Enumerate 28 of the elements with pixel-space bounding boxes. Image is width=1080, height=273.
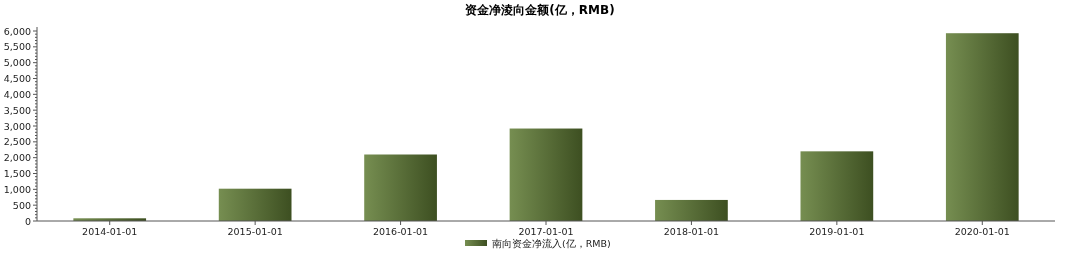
x-tick-label: 2019-01-01 — [809, 226, 865, 237]
legend-label: 南向资金净流入(亿，RMB) — [492, 238, 611, 249]
bar — [509, 128, 583, 221]
y-tick-label: 4,000 — [3, 88, 31, 100]
y-tick-label: 4,500 — [3, 73, 31, 84]
y-tick-label: 3,500 — [3, 104, 31, 116]
bar — [800, 151, 874, 221]
y-tick-label: 5,500 — [3, 41, 31, 53]
y-tick-label: 5,000 — [3, 57, 31, 69]
chart-title: 资金净淩向金额(亿，RMB) — [465, 3, 615, 17]
x-tick-label: 2016-01-01 — [372, 226, 429, 237]
bar — [218, 188, 292, 221]
x-tick-label: 2014-01-01 — [82, 226, 138, 237]
x-tick-label: 2018-01-01 — [663, 226, 720, 237]
y-tick-label: 1,000 — [3, 183, 31, 195]
y-tick-label: 0 — [24, 215, 31, 227]
y-tick-label: 500 — [12, 199, 31, 211]
y-tick-label: 3,000 — [3, 120, 31, 132]
y-tick-label: 2,000 — [3, 152, 31, 164]
x-tick-label: 2017-01-01 — [518, 226, 574, 237]
y-tick-label: 6,000 — [3, 25, 31, 37]
x-tick-label: 2015-01-01 — [227, 226, 283, 237]
bar — [655, 199, 728, 221]
bar — [945, 33, 1019, 221]
bar — [364, 154, 437, 221]
y-tick-label: 1,500 — [3, 168, 31, 179]
x-tick-label: 2020-01-01 — [954, 226, 1010, 237]
y-tick-label: 2,500 — [3, 136, 31, 148]
